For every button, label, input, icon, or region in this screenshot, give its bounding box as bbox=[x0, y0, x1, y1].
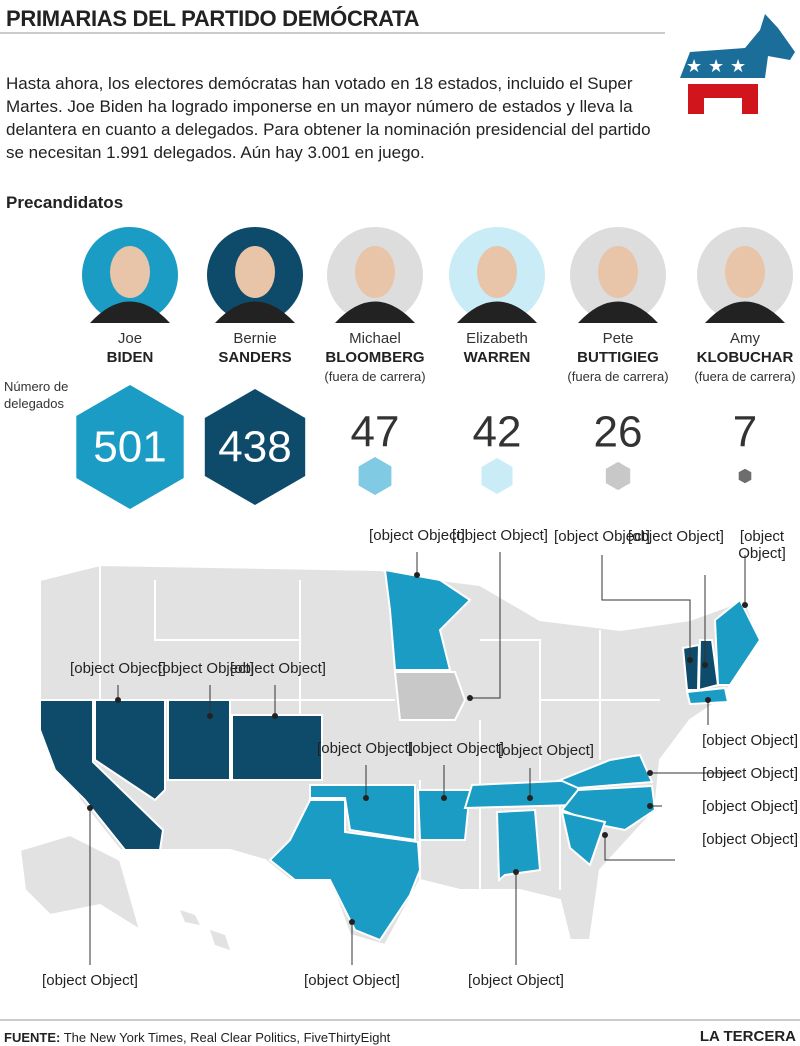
state-label: [object Object] bbox=[628, 528, 724, 545]
delegate-count: 42 bbox=[473, 408, 522, 457]
status-note: (fuera de carrera) bbox=[567, 369, 668, 384]
state-label: [object Object] bbox=[468, 972, 564, 989]
state-label: [object Object] bbox=[369, 527, 465, 544]
photo-body bbox=[335, 301, 415, 323]
state-label: [object Object] bbox=[230, 660, 326, 677]
status-note: (fuera de carrera) bbox=[694, 369, 795, 384]
delegate-count: 47 bbox=[351, 408, 400, 457]
state-label: [object Object] bbox=[317, 740, 413, 757]
photo-face bbox=[235, 246, 275, 298]
first-name: Amy bbox=[730, 330, 761, 347]
photo-body bbox=[90, 301, 170, 323]
svg-text:★: ★ bbox=[686, 56, 702, 76]
state-label: [object Object] bbox=[702, 831, 798, 848]
state-label: [object Object] bbox=[304, 972, 400, 989]
brand: LA TERCERA bbox=[699, 1028, 796, 1045]
photo-body bbox=[215, 301, 295, 323]
delegate-count: 26 bbox=[594, 408, 643, 457]
photo-face bbox=[110, 246, 150, 298]
state-label: [object Object] bbox=[498, 742, 594, 759]
state bbox=[167, 699, 231, 781]
state-label: [object Object] bbox=[408, 740, 504, 757]
last-name: SANDERS bbox=[218, 349, 291, 366]
delegates-label: Número de delegados bbox=[4, 379, 69, 411]
donkey-logo: ★ ★ ★ bbox=[680, 14, 795, 114]
last-name: BIDEN bbox=[107, 349, 154, 366]
state-label: [object Object] bbox=[452, 527, 548, 544]
delegate-hexagon bbox=[605, 461, 631, 491]
state-label: [object Object] bbox=[702, 732, 798, 749]
state-label: [object Object] bbox=[738, 528, 786, 562]
state bbox=[463, 778, 582, 810]
delegate-count: 7 bbox=[733, 408, 757, 457]
photo-body bbox=[705, 301, 785, 323]
state bbox=[393, 671, 467, 721]
intro: Hasta ahora, los electores demócratas ha… bbox=[6, 74, 651, 162]
delegate-hexagon bbox=[481, 458, 513, 494]
state bbox=[309, 784, 416, 842]
hawaii bbox=[210, 930, 230, 950]
delegate-count: 438 bbox=[218, 423, 291, 472]
last-name: BLOOMBERG bbox=[325, 349, 424, 366]
delegate-hexagon bbox=[204, 389, 306, 505]
delegate-count: 501 bbox=[93, 423, 166, 472]
photo-face bbox=[598, 246, 638, 298]
map bbox=[18, 563, 762, 950]
first-name: Joe bbox=[118, 330, 142, 347]
last-name: KLOBUCHAR bbox=[697, 349, 794, 366]
state-label: [object Object] bbox=[702, 765, 798, 782]
state bbox=[560, 810, 607, 867]
title: PRIMARIAS DEL PARTIDO DEMÓCRATA bbox=[6, 6, 420, 31]
first-name: Pete bbox=[603, 330, 634, 347]
state-label: [object Object] bbox=[70, 660, 166, 677]
photo-face bbox=[725, 246, 765, 298]
state bbox=[383, 568, 472, 671]
source: FUENTE: The New York Times, Real Clear P… bbox=[4, 1030, 390, 1045]
first-name: Elizabeth bbox=[466, 330, 528, 347]
state bbox=[39, 699, 165, 851]
first-name: Michael bbox=[349, 330, 401, 347]
state bbox=[268, 799, 422, 942]
state bbox=[713, 598, 762, 686]
state bbox=[557, 753, 654, 790]
state bbox=[685, 686, 730, 706]
state bbox=[416, 789, 472, 841]
svg-text:★: ★ bbox=[708, 56, 724, 76]
state-label: [object Object] bbox=[702, 798, 798, 815]
last-name: BUTTIGIEG bbox=[577, 349, 659, 366]
svg-text:★: ★ bbox=[730, 56, 746, 76]
delegate-hexagon bbox=[358, 457, 392, 495]
state bbox=[681, 643, 701, 691]
section-title: Precandidatos bbox=[6, 193, 124, 212]
alaska bbox=[18, 833, 142, 933]
photo-face bbox=[477, 246, 517, 298]
state-label: [object Object] bbox=[554, 528, 650, 545]
state bbox=[231, 714, 323, 781]
last-name: WARREN bbox=[464, 349, 531, 366]
state bbox=[495, 808, 542, 883]
state-label: [object Object] bbox=[158, 660, 254, 677]
hawaii bbox=[180, 910, 200, 925]
status-note: (fuera de carrera) bbox=[324, 369, 425, 384]
delegate-hexagon bbox=[738, 468, 752, 484]
leader-dots bbox=[87, 572, 748, 925]
state-label: [object Object] bbox=[42, 972, 138, 989]
source-text: The New York Times, Real Clear Politics,… bbox=[63, 1030, 391, 1045]
photo-body bbox=[578, 301, 658, 323]
photo-body bbox=[457, 301, 537, 323]
photo-face bbox=[355, 246, 395, 298]
first-name: Bernie bbox=[233, 330, 276, 347]
delegate-hexagon bbox=[76, 385, 184, 509]
state bbox=[94, 699, 166, 802]
source-label: FUENTE: bbox=[4, 1030, 61, 1045]
